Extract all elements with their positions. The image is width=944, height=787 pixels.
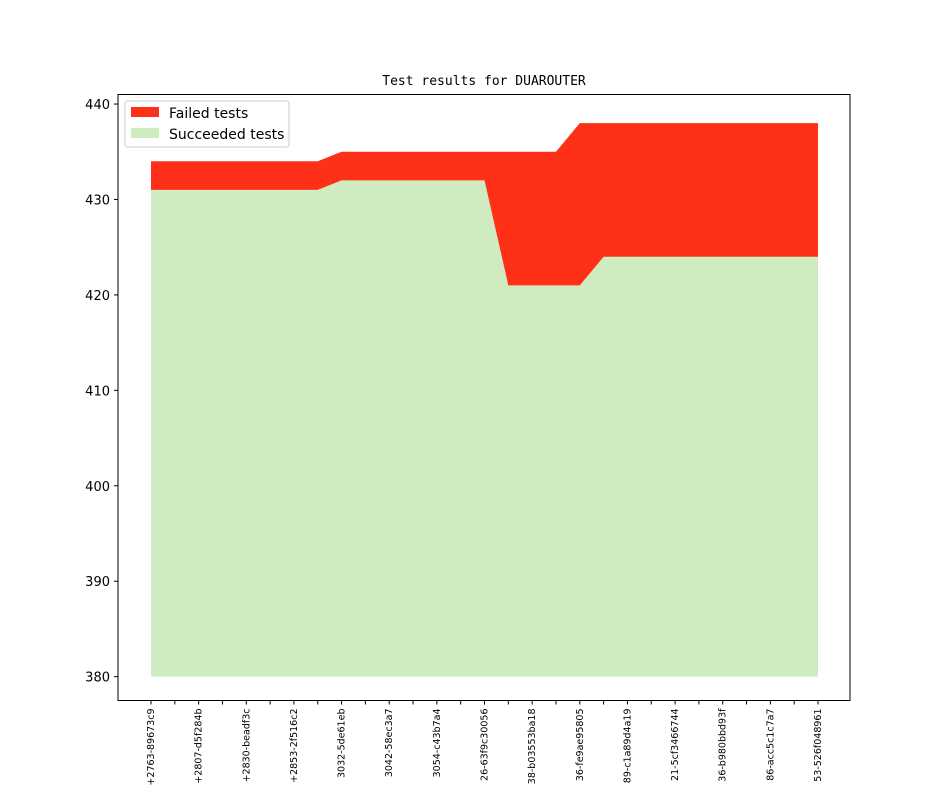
- y-tick-label: 420: [85, 289, 110, 304]
- x-tick-label: 3042-58ec3a7: [384, 709, 395, 778]
- y-tick-label: 410: [85, 384, 110, 399]
- x-tick-label: 89-c1a89d4a19: [622, 709, 633, 784]
- x-tick-label: 38-b03553ba18: [527, 709, 538, 785]
- y-tick-label: 430: [85, 193, 110, 208]
- x-tick-label: +2830-beadf3c: [241, 709, 252, 783]
- x-tick-label: 36-fe9ae95805: [575, 709, 586, 782]
- y-tick-label: 390: [85, 575, 110, 590]
- x-tick-label: +2807-d5f284b: [194, 709, 205, 784]
- area-succeeded-tests: [151, 180, 818, 677]
- x-tick-label: 36-b980bbd93f: [718, 708, 729, 782]
- x-axis: +2763-89673c9 +2807-d5f284b +2830-beadf3c +…: [146, 700, 824, 786]
- legend-swatch-succeeded: [131, 128, 159, 138]
- legend-box: [124, 100, 290, 148]
- legend-label-failed: Failed tests: [169, 106, 248, 122]
- x-tick-label: +2763-89673c9: [146, 709, 157, 786]
- x-tick-label: 53-526f048961: [813, 709, 824, 782]
- chart-title: Test results for DUAROUTER: [382, 74, 586, 89]
- y-tick-label: 380: [85, 671, 110, 686]
- x-tick-label: 3032-5de61eb: [337, 709, 348, 779]
- y-tick-label: 440: [85, 98, 110, 113]
- x-tick-label: 26-63f9c30056: [480, 709, 491, 781]
- x-tick-label: 3054-c43b7a4: [432, 709, 443, 778]
- x-tick-label: +2853-2f516c2: [289, 709, 300, 783]
- legend-label-succeeded: Succeeded tests: [169, 127, 284, 143]
- y-tick-label: 400: [85, 480, 110, 495]
- legend: Failed tests Succeeded tests: [124, 100, 290, 148]
- x-tick-label: 21-5cf3466744: [670, 709, 681, 781]
- legend-swatch-failed: [131, 107, 159, 117]
- x-tick-label: 86-acc5c1c7a7: [765, 709, 776, 781]
- y-axis: 380 390 400 410 420 430 440: [85, 98, 118, 686]
- area-failed-tests: [151, 123, 818, 286]
- plot-areas: [151, 123, 818, 677]
